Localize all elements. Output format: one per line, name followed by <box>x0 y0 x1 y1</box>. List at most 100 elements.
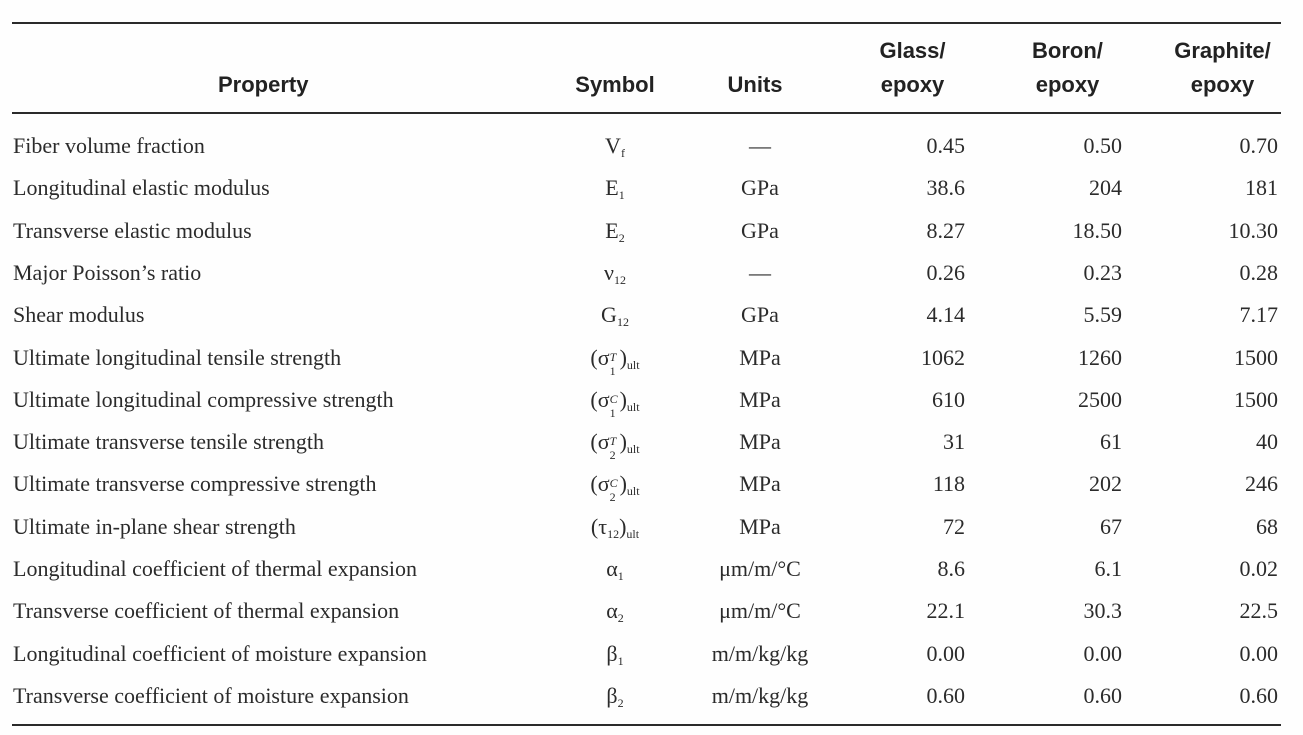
row-property: Ultimate in-plane shear strength <box>13 514 296 539</box>
row-property: Ultimate longitudinal tensile strength <box>13 345 342 370</box>
symbol-superscript: C <box>609 391 618 406</box>
row-units: MPa <box>739 514 781 539</box>
row-boron-epoxy: 30.3 <box>1083 598 1123 623</box>
symbol-subscript: 12 <box>613 273 626 287</box>
symbol-superscript: T <box>609 349 617 364</box>
symbol-subscript: 2 <box>609 447 616 462</box>
row-units: MPa <box>739 387 781 412</box>
header-graphite-line2: epoxy <box>1190 72 1255 97</box>
symbol-base: τ <box>598 514 608 539</box>
row-units: MPa <box>739 471 781 496</box>
row-glass-epoxy: 0.26 <box>926 260 966 285</box>
row-graphite-epoxy: 0.00 <box>1239 641 1279 666</box>
row-symbol: (σ C 1)ult <box>560 387 670 420</box>
row-boron-epoxy: 202 <box>1089 471 1122 496</box>
row-glass-epoxy: 72 <box>943 514 965 539</box>
row-boron-epoxy: 18.50 <box>1072 218 1123 243</box>
row-graphite-epoxy: 68 <box>1256 514 1278 539</box>
row-symbol: G12 <box>560 302 670 328</box>
symbol-outer-subscript: ult <box>626 527 640 541</box>
row-property: Longitudinal coefficient of thermal expa… <box>13 556 418 581</box>
symbol-outer-subscript: ult <box>626 358 640 372</box>
row-property: Longitudinal elastic modulus <box>13 175 270 200</box>
symbol-subscript: 12 <box>616 315 629 329</box>
row-units: MPa <box>739 429 781 454</box>
row-boron-epoxy: 5.59 <box>1083 302 1123 327</box>
row-glass-epoxy: 22.1 <box>926 598 966 623</box>
row-graphite-epoxy: 10.30 <box>1228 218 1279 243</box>
symbol-base: σ <box>597 345 610 370</box>
symbol-subscript: 1 <box>609 405 616 420</box>
symbol-subscript: 1 <box>617 569 624 583</box>
symbol-subscript: f <box>620 146 625 160</box>
row-glass-epoxy: 118 <box>932 471 965 496</box>
symbol-close-paren: ) <box>619 471 627 496</box>
row-property: Ultimate transverse tensile strength <box>13 429 324 454</box>
row-graphite-epoxy: 0.60 <box>1239 683 1279 708</box>
row-graphite-epoxy: 7.17 <box>1239 302 1279 327</box>
symbol-base: β <box>606 641 618 666</box>
row-glass-epoxy: 38.6 <box>926 175 966 200</box>
row-graphite-epoxy: 0.70 <box>1239 133 1279 158</box>
row-glass-epoxy: 4.14 <box>926 302 966 327</box>
row-glass-epoxy: 8.6 <box>937 556 966 581</box>
row-units: — <box>749 260 771 285</box>
row-symbol: β1 <box>560 641 670 667</box>
row-boron-epoxy: 61 <box>1100 429 1122 454</box>
row-boron-epoxy: 6.1 <box>1094 556 1123 581</box>
row-units: GPa <box>741 175 779 200</box>
row-glass-epoxy: 610 <box>932 387 965 412</box>
symbol-subscript: 12 <box>607 527 620 541</box>
row-glass-epoxy: 8.27 <box>926 218 966 243</box>
row-units: — <box>749 133 771 158</box>
symbol-base: ν <box>604 260 614 285</box>
row-graphite-epoxy: 0.02 <box>1239 556 1279 581</box>
row-symbol: α2 <box>560 598 670 624</box>
symbol-subscript: 2 <box>617 696 624 710</box>
row-units: μm/m/°C <box>719 598 801 623</box>
symbol-subscript: 1 <box>617 654 624 668</box>
row-symbol: (σ C 2)ult <box>560 471 670 504</box>
symbol-base: σ <box>597 471 610 496</box>
table-header-rule <box>12 112 1281 114</box>
row-symbol: (τ12)ult <box>560 514 670 540</box>
symbol-base: V <box>605 133 621 158</box>
row-boron-epoxy: 0.50 <box>1083 133 1123 158</box>
row-property: Shear modulus <box>13 302 145 327</box>
symbol-open-paren: ( <box>590 429 598 454</box>
row-graphite-epoxy: 0.28 <box>1239 260 1279 285</box>
symbol-subscript: 2 <box>617 611 624 625</box>
symbol-outer-subscript: ult <box>626 400 640 414</box>
symbol-subscript: 1 <box>618 188 625 202</box>
symbol-close-paren: ) <box>619 387 627 412</box>
row-graphite-epoxy: 22.5 <box>1239 598 1279 623</box>
symbol-subscript: 2 <box>609 489 616 504</box>
row-glass-epoxy: 0.00 <box>926 641 966 666</box>
symbol-subscript: 2 <box>618 231 625 245</box>
row-boron-epoxy: 204 <box>1089 175 1122 200</box>
row-boron-epoxy: 67 <box>1100 514 1122 539</box>
row-graphite-epoxy: 246 <box>1245 471 1278 496</box>
row-units: MPa <box>739 345 781 370</box>
row-graphite-epoxy: 40 <box>1256 429 1278 454</box>
header-symbol: Symbol <box>575 72 655 97</box>
symbol-open-paren: ( <box>590 471 598 496</box>
symbol-open-paren: ( <box>590 345 598 370</box>
header-glass-line1: Glass/ <box>879 38 946 63</box>
symbol-outer-subscript: ult <box>626 442 640 456</box>
row-property: Transverse coefficient of thermal expans… <box>13 598 400 623</box>
row-symbol: ν12 <box>560 260 670 286</box>
row-property: Ultimate transverse compressive strength <box>13 471 377 496</box>
symbol-subscript: 1 <box>609 363 616 378</box>
symbol-open-paren: ( <box>590 387 598 412</box>
row-boron-epoxy: 0.23 <box>1083 260 1123 285</box>
row-property: Transverse coefficient of moisture expan… <box>13 683 409 708</box>
symbol-base: β <box>606 683 618 708</box>
row-glass-epoxy: 0.60 <box>926 683 966 708</box>
symbol-base: σ <box>597 387 610 412</box>
symbol-close-paren: ) <box>619 345 627 370</box>
row-boron-epoxy: 1260 <box>1078 345 1122 370</box>
